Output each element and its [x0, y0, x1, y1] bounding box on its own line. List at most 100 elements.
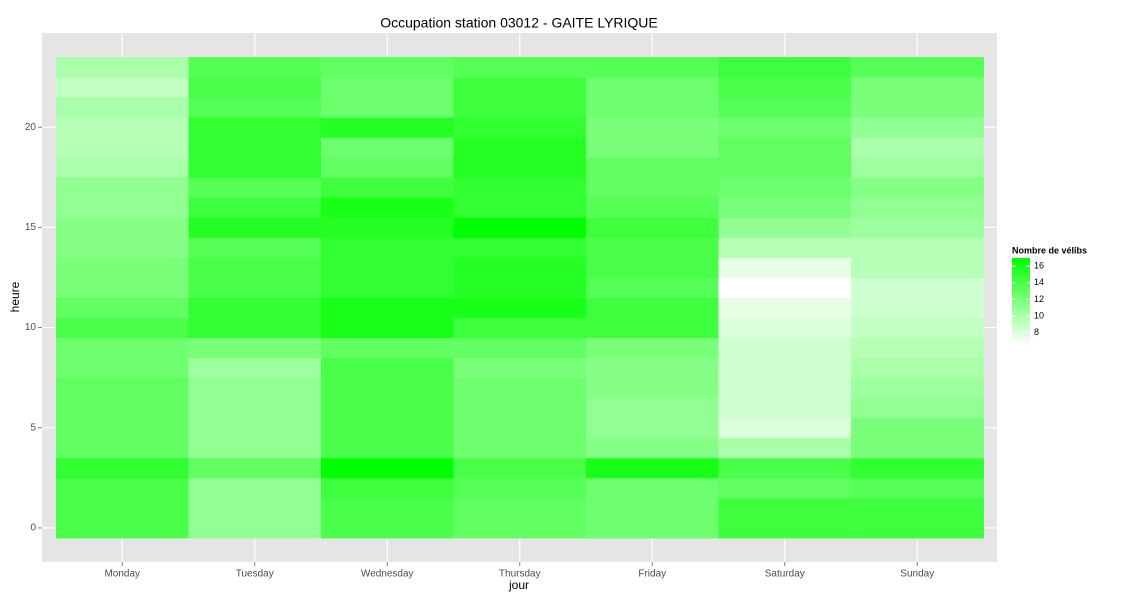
heat-cell	[321, 377, 454, 399]
heat-cell	[321, 417, 454, 439]
heat-cell	[586, 457, 719, 479]
heat-cell	[851, 77, 984, 98]
heat-cell	[321, 177, 454, 198]
heat-cell	[718, 517, 852, 539]
x-tick-label: Saturday	[765, 569, 805, 580]
heat-cell	[718, 337, 852, 359]
heat-cell	[188, 277, 322, 298]
heat-cell	[453, 277, 587, 298]
heat-cell	[718, 97, 852, 118]
heat-cell	[453, 137, 587, 158]
heat-cell	[321, 337, 454, 359]
heat-cell	[188, 317, 322, 339]
heat-cell	[188, 357, 322, 379]
heat-cell	[453, 197, 587, 218]
colorbar-tick-label: 8	[1034, 327, 1039, 337]
heat-cell	[188, 517, 322, 539]
heat-cell	[56, 437, 189, 459]
heat-cell	[453, 397, 587, 419]
x-tick-label: Tuesday	[236, 569, 274, 580]
heat-cell	[453, 57, 587, 78]
heat-cell	[56, 177, 189, 198]
heat-cell	[56, 517, 189, 539]
heat-cell	[188, 97, 322, 118]
heat-cell	[56, 217, 189, 238]
heat-cell	[586, 297, 719, 319]
heat-cell	[453, 437, 587, 459]
heat-cell	[188, 297, 322, 319]
heat-cell	[586, 417, 719, 439]
heat-cell	[56, 77, 189, 98]
heat-cell	[453, 77, 587, 98]
heat-cell	[851, 297, 984, 319]
heat-cell	[718, 117, 852, 138]
heat-cell	[718, 157, 852, 178]
heat-cell	[188, 437, 322, 459]
heat-cell	[188, 237, 322, 258]
colorbar	[1012, 258, 1030, 345]
heat-cell	[718, 77, 852, 98]
heat-cell	[851, 517, 984, 539]
heat-cell	[453, 177, 587, 198]
heat-cell	[586, 337, 719, 359]
heat-cell	[586, 177, 719, 198]
heat-cell	[718, 277, 852, 298]
heat-cell	[321, 357, 454, 379]
heat-cell	[453, 457, 587, 479]
heat-cell	[56, 357, 189, 379]
heat-cell	[586, 97, 719, 118]
heat-cell	[56, 257, 189, 278]
heat-cell	[321, 257, 454, 278]
heat-cell	[718, 357, 852, 379]
heat-cell	[586, 277, 719, 298]
heat-cell	[188, 497, 322, 519]
x-tick-label: Wednesday	[361, 569, 414, 580]
y-tick-label: 20	[25, 122, 37, 133]
x-tick-label: Thursday	[499, 569, 541, 580]
heat-cell	[718, 477, 852, 499]
heat-cell	[188, 157, 322, 178]
heat-cell	[718, 317, 852, 339]
heat-cell	[321, 117, 454, 138]
heat-cell	[56, 197, 189, 218]
y-tick-label: 0	[30, 523, 36, 534]
heat-cell	[586, 357, 719, 379]
heat-cell	[453, 257, 587, 278]
heat-cell	[56, 477, 189, 499]
heat-cell	[56, 417, 189, 439]
heat-cell	[453, 377, 587, 399]
heat-cell	[851, 257, 984, 278]
heat-cell	[586, 217, 719, 238]
heat-cell	[56, 57, 189, 78]
heat-cell	[718, 497, 852, 519]
heat-cell	[453, 97, 587, 118]
heat-cell	[851, 437, 984, 459]
heat-cell	[321, 297, 454, 319]
heat-cell	[851, 397, 984, 419]
heat-cell	[56, 277, 189, 298]
heat-cell	[851, 197, 984, 218]
heat-cell	[718, 137, 852, 158]
heat-cell	[586, 137, 719, 158]
heat-cell	[453, 357, 587, 379]
heat-cell	[453, 297, 587, 319]
heat-cell	[188, 477, 322, 499]
heat-cell	[851, 157, 984, 178]
heat-cell	[718, 217, 852, 238]
heat-cell	[586, 197, 719, 218]
heat-cell	[453, 417, 587, 439]
heat-cell	[453, 217, 587, 238]
heat-cell	[56, 497, 189, 519]
x-tick-label: Friday	[638, 569, 666, 580]
heat-cell	[851, 237, 984, 258]
heat-cell	[718, 417, 852, 439]
heat-cell	[851, 117, 984, 138]
y-tick-label: 10	[25, 322, 37, 333]
heat-cell	[586, 77, 719, 98]
heat-cell	[851, 377, 984, 399]
colorbar-tick-label: 16	[1034, 261, 1044, 271]
heat-cell	[718, 457, 852, 479]
heat-cell	[56, 297, 189, 319]
heat-cell	[453, 157, 587, 178]
